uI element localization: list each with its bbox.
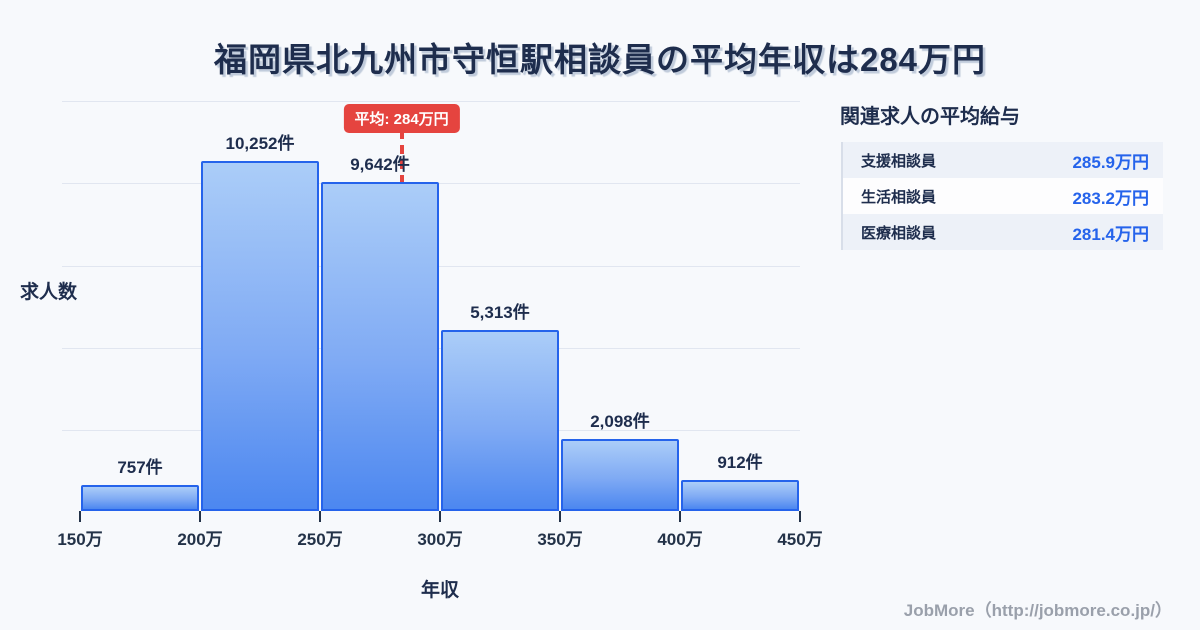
- related-job-label: 支援相談員: [861, 152, 937, 170]
- bar-value-label: 9,642件: [350, 154, 410, 174]
- histogram-bar: [681, 479, 799, 511]
- x-tick-label: 400万: [657, 530, 703, 549]
- x-axis-tick: [439, 511, 441, 522]
- related-job-row: 生活相談員 283.2万円: [843, 178, 1163, 214]
- x-axis-tick: [319, 511, 321, 522]
- histogram-bar: [561, 439, 679, 511]
- x-tick-label: 450万: [777, 530, 823, 549]
- histogram-bar: [321, 181, 439, 511]
- x-axis-tick: [679, 511, 681, 522]
- related-job-salary: 285.9万円: [1072, 152, 1149, 172]
- footer-credit: JobMore（http://jobmore.co.jp/）: [903, 601, 1172, 620]
- y-axis-label: 求人数: [20, 282, 78, 303]
- related-job-label: 医療相談員: [861, 224, 937, 242]
- related-job-row: 医療相談員 281.4万円: [843, 214, 1163, 250]
- bar-value-label: 912件: [717, 452, 763, 472]
- x-axis-tick: [559, 511, 561, 522]
- x-axis-tick: [79, 511, 81, 522]
- x-tick-label: 150万: [57, 530, 103, 549]
- x-axis-tick: [199, 511, 201, 522]
- histogram-bar: [81, 485, 199, 511]
- gridline: [62, 101, 800, 102]
- related-job-row: 支援相談員 285.9万円: [843, 142, 1163, 178]
- x-axis-label: 年収: [420, 580, 459, 601]
- x-tick-label: 200万: [177, 530, 223, 549]
- average-badge: 平均: 284万円: [343, 104, 460, 133]
- related-jobs-table: 支援相談員 285.9万円生活相談員 283.2万円医療相談員 281.4万円: [841, 142, 1163, 250]
- related-job-salary: 283.2万円: [1072, 188, 1149, 208]
- histogram-bar: [441, 329, 559, 511]
- salary-histogram-plot: 平均: 284万円 757件 10,252件 9,642件 5,313件 2,098件 9…: [57, 101, 823, 549]
- x-tick-label: 300万: [417, 530, 463, 549]
- x-tick-label: 350万: [537, 530, 583, 549]
- bar-value-label: 5,313件: [470, 302, 530, 322]
- x-axis-tick: [799, 511, 801, 522]
- page-title: 福岡県北九州市守恒駅相談員の平均年収は284万円: [213, 41, 987, 78]
- related-jobs-heading: 関連求人の平均給与: [840, 106, 1020, 128]
- related-job-salary: 281.4万円: [1072, 224, 1149, 244]
- bar-value-label: 10,252件: [225, 134, 295, 153]
- bar-value-label: 2,098件: [590, 412, 650, 432]
- histogram-bar: [201, 161, 319, 511]
- x-tick-label: 250万: [297, 530, 343, 549]
- related-job-label: 生活相談員: [861, 188, 937, 206]
- bar-value-label: 757件: [117, 458, 163, 478]
